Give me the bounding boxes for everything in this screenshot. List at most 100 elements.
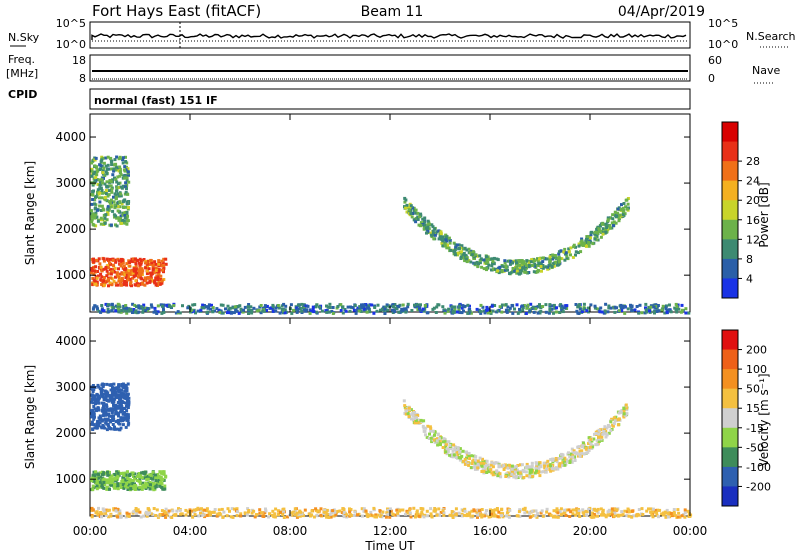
data-pixel	[416, 212, 419, 215]
data-pixel	[120, 284, 123, 287]
data-pixel	[555, 516, 558, 519]
data-pixel	[597, 508, 600, 511]
freq-label-2: [MHz]	[6, 67, 38, 80]
data-pixel	[321, 310, 324, 313]
data-pixel	[100, 283, 103, 286]
data-pixel	[128, 265, 131, 268]
data-pixel	[569, 460, 572, 463]
data-pixel	[558, 260, 561, 263]
data-pixel	[638, 508, 641, 511]
data-pixel	[331, 509, 334, 512]
data-pixel	[480, 266, 483, 269]
data-pixel	[603, 430, 606, 433]
data-pixel	[111, 173, 114, 176]
data-pixel	[117, 487, 120, 490]
data-pixel	[442, 446, 445, 449]
data-pixel	[610, 307, 613, 310]
data-pixel	[675, 303, 678, 306]
data-pixel	[150, 474, 153, 477]
nave-tick-top: 60	[708, 54, 722, 67]
data-pixel	[607, 514, 610, 517]
data-pixel	[630, 516, 633, 519]
data-pixel	[606, 433, 609, 436]
data-pixel	[419, 213, 422, 216]
data-pixel	[636, 305, 639, 308]
data-pixel	[95, 423, 98, 426]
data-pixel	[468, 457, 471, 460]
data-pixel	[323, 511, 326, 514]
data-pixel	[197, 514, 200, 517]
data-pixel	[534, 467, 537, 470]
data-pixel	[546, 508, 549, 511]
colorbar-segment	[722, 161, 738, 181]
data-pixel	[112, 264, 115, 267]
data-pixel	[563, 464, 566, 467]
data-pixel	[531, 462, 534, 465]
data-pixel	[177, 310, 180, 313]
data-pixel	[522, 469, 525, 472]
data-pixel	[131, 311, 134, 314]
data-pixel	[401, 509, 404, 512]
data-pixel	[420, 224, 423, 227]
data-pixel	[551, 467, 554, 470]
data-pixel	[172, 304, 175, 307]
data-pixel	[101, 205, 104, 208]
data-pixel	[546, 460, 549, 463]
colorbar-segment	[722, 486, 738, 506]
data-pixel	[112, 259, 115, 262]
data-pixel	[125, 223, 128, 226]
data-pixel	[609, 420, 612, 423]
colorbar-segment	[722, 330, 738, 350]
data-pixel	[332, 312, 335, 315]
data-pixel	[238, 312, 241, 315]
data-pixel	[397, 311, 400, 314]
data-pixel	[568, 250, 571, 253]
data-pixel	[436, 514, 439, 517]
data-pixel	[116, 515, 119, 518]
data-pixel	[625, 199, 628, 202]
data-pixel	[113, 204, 116, 207]
data-pixel	[107, 310, 110, 313]
data-pixel	[114, 404, 117, 407]
data-pixel	[133, 484, 136, 487]
data-pixel	[102, 257, 105, 260]
data-pixel	[427, 220, 430, 223]
data-pixel	[609, 429, 612, 432]
data-pixel	[511, 261, 514, 264]
data-pixel	[122, 413, 125, 416]
data-pixel	[580, 452, 583, 455]
data-pixel	[260, 511, 263, 514]
data-pixel	[336, 305, 339, 308]
colorbar-segment	[722, 239, 738, 259]
data-pixel	[551, 459, 554, 462]
data-pixel	[158, 485, 161, 488]
data-pixel	[94, 265, 97, 268]
data-pixel	[449, 249, 452, 252]
data-pixel	[312, 306, 315, 309]
data-pixel	[121, 187, 124, 190]
data-pixel	[627, 307, 630, 310]
data-pixel	[105, 192, 108, 195]
data-pixel	[274, 508, 277, 511]
data-pixel	[566, 460, 569, 463]
data-pixel	[110, 273, 113, 276]
data-pixel	[117, 209, 120, 212]
data-pixel	[99, 481, 102, 484]
data-pixel	[403, 399, 406, 402]
data-pixel	[533, 311, 536, 314]
data-pixel	[516, 514, 519, 517]
data-pixel	[102, 167, 105, 170]
data-pixel	[497, 515, 500, 518]
data-pixel	[456, 311, 459, 314]
data-pixel	[91, 388, 94, 391]
data-pixel	[95, 481, 98, 484]
data-pixel	[511, 465, 514, 468]
data-pixel	[96, 427, 99, 430]
data-pixel	[490, 461, 493, 464]
data-pixel	[341, 306, 344, 309]
data-pixel	[121, 479, 124, 482]
data-pixel	[122, 385, 125, 388]
data-pixel	[581, 508, 584, 511]
data-pixel	[543, 465, 546, 468]
data-pixel	[649, 306, 652, 309]
